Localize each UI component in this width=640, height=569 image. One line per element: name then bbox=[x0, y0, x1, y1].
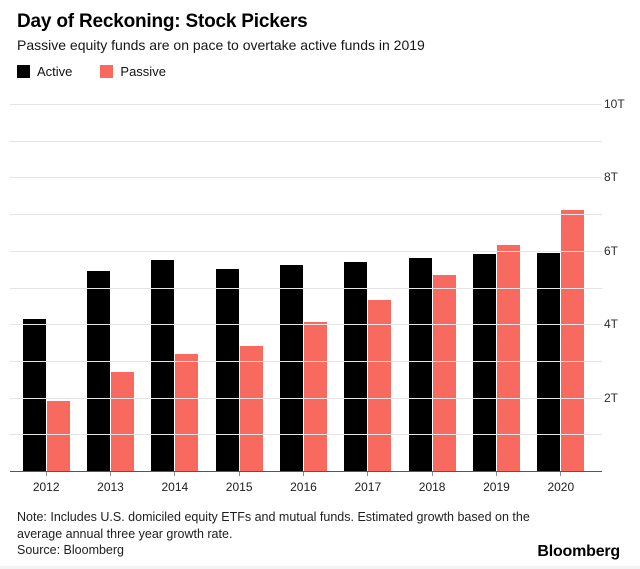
legend-item-active: Active bbox=[17, 64, 72, 79]
x-tick-label-2018: 2018 bbox=[418, 480, 446, 494]
x-tick-2017 bbox=[367, 472, 369, 476]
active-swatch bbox=[17, 65, 30, 78]
tick-cell-2014 bbox=[143, 472, 207, 477]
x-tick-label-2013: 2013 bbox=[97, 480, 124, 494]
bar-active-2012 bbox=[22, 318, 46, 471]
bar-active-2015 bbox=[215, 269, 239, 471]
bar-group-2016 bbox=[271, 105, 335, 471]
bar-group-2014 bbox=[143, 105, 207, 471]
bar-active-2018 bbox=[408, 258, 432, 471]
bloomberg-logo: Bloomberg bbox=[537, 543, 620, 560]
gridline-2T bbox=[10, 397, 602, 399]
x-tick-label-2015: 2015 bbox=[225, 480, 253, 494]
gridline-5T bbox=[10, 287, 602, 289]
gridline-6T bbox=[10, 250, 602, 252]
chart-title: Day of Reckoning: Stock Pickers bbox=[17, 11, 308, 32]
x-tick-2018 bbox=[431, 472, 433, 476]
tick-cell-2016 bbox=[271, 472, 335, 477]
bar-passive-2012 bbox=[46, 401, 70, 471]
tick-cell-2020 bbox=[529, 472, 593, 477]
y-tick-label-6T: 6T bbox=[604, 243, 619, 258]
y-tick-label-10T: 10T bbox=[604, 97, 625, 111]
bottom-edge bbox=[0, 566, 640, 569]
bar-active-2016 bbox=[279, 265, 303, 471]
bar-passive-2013 bbox=[110, 371, 134, 471]
legend-label-active: Active bbox=[37, 64, 73, 79]
bar-group-2018 bbox=[400, 105, 464, 471]
bar-active-2014 bbox=[151, 259, 175, 471]
bar-passive-2019 bbox=[496, 245, 520, 471]
gridline-8T bbox=[10, 177, 602, 179]
note-text: Note: Includes U.S. domiciled equity ETF… bbox=[17, 510, 530, 541]
y-tick-label-2T: 2T bbox=[604, 390, 619, 405]
bar-group-2019 bbox=[464, 105, 528, 471]
tick-cell-2015 bbox=[207, 472, 271, 477]
bar-passive-2020 bbox=[561, 210, 585, 471]
bar-group-2012 bbox=[14, 105, 78, 471]
y-axis-labels: 2T 4T 6T 8T 10T bbox=[604, 97, 638, 471]
x-tick-2016 bbox=[302, 472, 304, 476]
tick-cell-2012 bbox=[14, 472, 78, 477]
x-tick-2014 bbox=[174, 472, 176, 476]
x-tick-label-2012: 2012 bbox=[32, 480, 60, 494]
tick-cell-2013 bbox=[78, 472, 142, 477]
bar-group-2013 bbox=[78, 105, 142, 471]
x-tick-label-2020: 2020 bbox=[547, 480, 575, 494]
bar-passive-2018 bbox=[432, 274, 456, 471]
x-tick-2015 bbox=[238, 472, 240, 476]
bar-active-2017 bbox=[344, 261, 368, 471]
gridline-9T bbox=[10, 140, 602, 142]
x-tick-label-2014: 2014 bbox=[161, 480, 189, 494]
legend: Active Passive bbox=[17, 64, 166, 79]
bar-groups bbox=[10, 105, 602, 471]
x-axis-labels: 2012 2013 2014 2015 2016 2017 2018 2019 2020 bbox=[10, 479, 602, 495]
x-tick-2012 bbox=[45, 472, 47, 476]
x-tick-label-2016: 2016 bbox=[290, 480, 317, 494]
source-text: Source: Bloomberg bbox=[17, 543, 125, 557]
plot-area bbox=[10, 104, 602, 472]
legend-label-passive: Passive bbox=[120, 64, 166, 79]
bar-passive-2014 bbox=[175, 353, 199, 471]
x-tick-2020 bbox=[560, 472, 562, 476]
x-axis-ticks bbox=[10, 472, 602, 477]
bar-active-2019 bbox=[472, 254, 496, 471]
gridline-4T bbox=[10, 324, 602, 326]
tick-cell-2017 bbox=[336, 472, 400, 477]
gridline-7T bbox=[10, 214, 602, 216]
x-tick-label-2019: 2019 bbox=[483, 480, 510, 494]
bar-active-2013 bbox=[86, 271, 110, 471]
bar-passive-2016 bbox=[303, 322, 327, 471]
y-tick-label-4T: 4T bbox=[604, 317, 619, 332]
passive-swatch bbox=[100, 65, 114, 78]
bar-passive-2017 bbox=[368, 300, 392, 471]
x-tick-label-2017: 2017 bbox=[354, 480, 382, 494]
bar-group-2015 bbox=[207, 105, 271, 471]
x-tick-2019 bbox=[495, 472, 497, 476]
legend-item-passive: Passive bbox=[100, 64, 166, 79]
gridline-10T bbox=[10, 104, 602, 105]
x-tick-2013 bbox=[109, 472, 111, 476]
gridline-3T bbox=[10, 360, 602, 362]
y-tick-label-8T: 8T bbox=[604, 170, 619, 185]
bar-passive-2015 bbox=[239, 346, 263, 471]
footnote: Note: Includes U.S. domiciled equity ETF… bbox=[17, 509, 537, 559]
chart-subtitle: Passive equity funds are on pace to over… bbox=[17, 37, 425, 53]
bar-group-2017 bbox=[336, 105, 400, 471]
tick-cell-2019 bbox=[464, 472, 528, 477]
tick-cell-2018 bbox=[400, 472, 464, 477]
gridline-1T bbox=[10, 434, 602, 436]
